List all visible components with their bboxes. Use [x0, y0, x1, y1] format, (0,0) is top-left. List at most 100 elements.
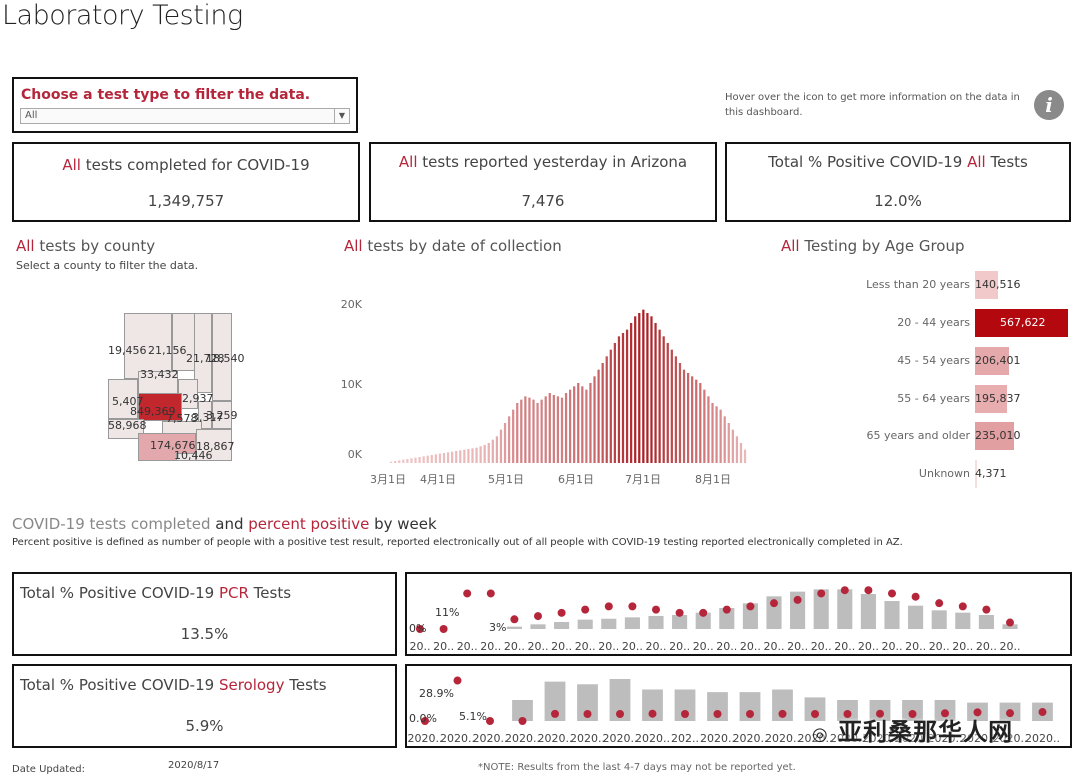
- county-cochise[interactable]: [196, 429, 232, 461]
- age-bar[interactable]: [975, 385, 1008, 413]
- date-bar[interactable]: [442, 453, 446, 463]
- date-bar[interactable]: [507, 416, 511, 463]
- weekly-test-bar[interactable]: [506, 626, 522, 629]
- date-bar[interactable]: [695, 379, 698, 463]
- date-bar[interactable]: [670, 349, 673, 463]
- date-bar[interactable]: [666, 343, 669, 463]
- weekly-test-bar[interactable]: [1002, 624, 1018, 629]
- date-bar[interactable]: [601, 363, 604, 463]
- date-bar[interactable]: [540, 399, 543, 463]
- age-bar[interactable]: [975, 460, 977, 488]
- date-bar[interactable]: [711, 403, 714, 463]
- age-bar[interactable]: [975, 309, 1068, 337]
- date-bar[interactable]: [691, 376, 694, 463]
- weekly-percent-dot[interactable]: [486, 717, 494, 725]
- weekly-percent-dot[interactable]: [713, 710, 722, 718]
- weekly-test-bar[interactable]: [642, 689, 663, 722]
- weekly-percent-dot[interactable]: [1038, 708, 1047, 717]
- date-bar[interactable]: [532, 399, 535, 463]
- date-bar[interactable]: [536, 403, 539, 463]
- date-bar[interactable]: [402, 459, 405, 463]
- date-bar[interactable]: [430, 455, 433, 463]
- weekly-percent-dot[interactable]: [648, 709, 657, 718]
- date-bar[interactable]: [642, 309, 645, 463]
- date-bar[interactable]: [524, 396, 527, 463]
- date-bar[interactable]: [650, 316, 653, 463]
- weekly-percent-dot[interactable]: [817, 589, 826, 598]
- weekly-percent-dot[interactable]: [628, 602, 637, 611]
- weekly-percent-dot[interactable]: [793, 595, 802, 604]
- county-maricopa[interactable]: [138, 393, 182, 421]
- county-apache[interactable]: [212, 313, 232, 401]
- date-bar[interactable]: [560, 397, 564, 463]
- weekly-percent-dot[interactable]: [888, 589, 896, 598]
- weekly-test-bar[interactable]: [554, 622, 570, 629]
- weekly-percent-dot[interactable]: [486, 589, 495, 598]
- date-bar[interactable]: [398, 460, 401, 463]
- date-bar[interactable]: [634, 316, 637, 463]
- date-bar[interactable]: [446, 452, 450, 463]
- weekly-test-bar[interactable]: [648, 615, 664, 629]
- weekly-percent-dot[interactable]: [958, 602, 967, 611]
- weekly-percent-dot[interactable]: [604, 602, 613, 611]
- date-bar[interactable]: [577, 383, 580, 463]
- weekly-test-bar[interactable]: [813, 589, 829, 629]
- date-bar[interactable]: [438, 453, 442, 463]
- age-bar[interactable]: [975, 347, 1009, 375]
- date-bar[interactable]: [699, 383, 702, 463]
- date-bar[interactable]: [585, 389, 588, 463]
- date-bar[interactable]: [654, 323, 657, 463]
- weekly-percent-dot[interactable]: [911, 592, 920, 601]
- date-bar[interactable]: [662, 336, 665, 463]
- date-bar[interactable]: [743, 449, 747, 463]
- weekly-percent-dot[interactable]: [581, 605, 590, 614]
- county-la-paz[interactable]: [108, 379, 138, 419]
- county-yavapai[interactable]: [138, 371, 178, 395]
- weekly-percent-dot[interactable]: [843, 710, 852, 718]
- county-graham[interactable]: [212, 401, 232, 429]
- date-bar[interactable]: [516, 403, 519, 463]
- chevron-down-icon[interactable]: ▼: [334, 109, 349, 123]
- weekly-percent-dot[interactable]: [722, 605, 731, 614]
- weekly-percent-dot[interactable]: [463, 589, 472, 598]
- weekly-test-bar[interactable]: [695, 612, 711, 629]
- date-bar[interactable]: [520, 399, 523, 463]
- weekly-percent-dot[interactable]: [681, 710, 689, 718]
- weekly-test-bar[interactable]: [609, 679, 631, 721]
- weekly-percent-dot[interactable]: [518, 717, 527, 725]
- weekly-test-bar[interactable]: [766, 596, 782, 629]
- weekly-test-bar[interactable]: [908, 605, 924, 629]
- date-bar[interactable]: [426, 455, 429, 463]
- weekly-percent-dot[interactable]: [935, 599, 944, 608]
- weekly-percent-dot[interactable]: [439, 625, 448, 633]
- weekly-percent-dot[interactable]: [453, 676, 462, 685]
- date-bar[interactable]: [609, 349, 612, 463]
- date-bar[interactable]: [552, 395, 555, 463]
- weekly-percent-dot[interactable]: [675, 608, 684, 617]
- test-type-select[interactable]: All ▼: [20, 108, 350, 124]
- info-icon[interactable]: i: [1034, 90, 1064, 120]
- weekly-percent-dot[interactable]: [941, 709, 949, 718]
- date-bar[interactable]: [731, 429, 734, 463]
- date-bar[interactable]: [597, 369, 600, 463]
- date-bar[interactable]: [564, 393, 568, 463]
- weekly-percent-dot[interactable]: [811, 710, 819, 718]
- weekly-percent-dot[interactable]: [1006, 709, 1014, 718]
- date-bar[interactable]: [544, 396, 547, 463]
- weekly-percent-dot[interactable]: [770, 599, 778, 608]
- date-bar[interactable]: [678, 363, 682, 463]
- weekly-percent-dot[interactable]: [421, 717, 429, 725]
- weekly-test-bar[interactable]: [804, 697, 826, 721]
- date-bar[interactable]: [682, 369, 686, 463]
- date-bar[interactable]: [605, 356, 608, 463]
- weekly-test-bar[interactable]: [742, 603, 758, 629]
- date-bar[interactable]: [703, 389, 706, 463]
- weekly-percent-dot[interactable]: [551, 709, 559, 718]
- date-bar[interactable]: [528, 397, 531, 463]
- date-bar[interactable]: [491, 439, 494, 463]
- date-bar[interactable]: [621, 333, 625, 463]
- date-bar[interactable]: [589, 383, 592, 463]
- weekly-test-bar[interactable]: [931, 610, 947, 629]
- date-bar[interactable]: [719, 409, 722, 463]
- age-bar[interactable]: [975, 422, 1014, 450]
